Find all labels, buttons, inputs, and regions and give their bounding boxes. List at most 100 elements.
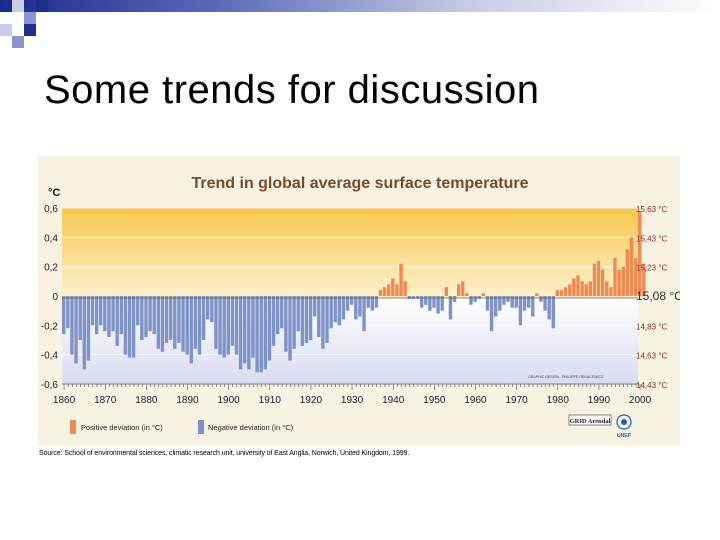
bar-negative (345, 296, 350, 311)
x-tick-label: 1900 (218, 395, 241, 406)
bar-negative (428, 296, 432, 311)
bar-positive (465, 293, 469, 296)
bar-positive (596, 260, 601, 296)
bar-positive (382, 287, 387, 296)
bar-negative (74, 296, 78, 364)
bar-negative (66, 296, 70, 329)
bar-negative (152, 296, 156, 335)
bar-positive (642, 263, 646, 296)
bar-negative (296, 296, 300, 332)
y-right-tick-label: 14,43 °C (636, 381, 667, 390)
bar-negative (193, 296, 198, 349)
source-note: Source: School of environmental sciences… (39, 450, 410, 457)
bar-negative (284, 296, 288, 352)
x-tick-label: 1920 (300, 395, 323, 406)
y-right-tick-label: 15,63 °C (636, 205, 667, 214)
y-tick-label: 0,6 (44, 204, 58, 215)
bar-negative (94, 296, 99, 335)
bar-negative (103, 296, 107, 332)
slide-corner-decoration (0, 0, 60, 50)
bar-negative (148, 296, 152, 332)
bar-negative (78, 296, 82, 340)
bar-negative (280, 296, 284, 329)
bar-negative (144, 296, 148, 338)
bar-positive (617, 269, 621, 296)
x-tick-label: 1860 (53, 395, 76, 406)
bar-negative (531, 296, 535, 317)
bar-positive (559, 290, 564, 296)
bar-positive (461, 281, 465, 296)
bar-negative (136, 296, 140, 326)
y-axis-unit-label: °C (48, 187, 60, 199)
bar-negative (539, 296, 543, 302)
bar-negative (131, 296, 136, 358)
bar-negative (160, 296, 165, 352)
bar-positive (387, 284, 391, 296)
chart-title: Trend in global average surface temperat… (191, 175, 528, 192)
bar-negative (82, 296, 86, 370)
bar-negative (164, 296, 169, 343)
bar-negative (411, 296, 416, 299)
bar-negative (218, 296, 222, 355)
credit-label: GRAPHIC DESIGN : PHILIPPE REKACEWICZ (528, 375, 604, 379)
deco-square (24, 24, 36, 36)
bar-negative (267, 296, 272, 361)
bar-negative (506, 296, 510, 302)
x-tick-label: 1960 (464, 395, 487, 406)
x-tick-label: 1910 (259, 395, 282, 406)
bar-negative (263, 296, 268, 370)
bar-negative (415, 296, 420, 299)
legend-positive-label: Positive deviation (in °C) (81, 423, 163, 432)
bar-negative (127, 296, 132, 358)
bar-positive (391, 278, 395, 296)
bar-negative (247, 296, 251, 370)
bar-negative (210, 296, 214, 323)
deco-square (12, 36, 24, 48)
x-tick-label: 1940 (382, 395, 405, 406)
bar-positive (563, 287, 568, 296)
bar-negative (518, 296, 523, 326)
slide-title: Some trends for discussion (44, 68, 540, 112)
bar-negative (362, 296, 366, 332)
y-tick-label: 0,4 (44, 233, 58, 244)
bar-negative (234, 296, 239, 355)
temperature-chart-svg: 0,6 15,63 °C 0,4 15,43 °C 0,2 15,23 °C 0 15,08 … (41, 175, 680, 439)
bar-negative (300, 296, 305, 346)
x-tick-label: 1880 (135, 395, 158, 406)
bar-negative (469, 296, 473, 305)
bar-negative (498, 296, 502, 311)
bar-positive (568, 284, 572, 296)
bar-negative (477, 296, 481, 299)
bar-negative (201, 296, 206, 340)
bar-negative (407, 296, 412, 299)
x-tick-label: 1930 (341, 395, 364, 406)
y-tick-label: -0,6 (41, 380, 59, 391)
y-right-tick-label: 15,43 °C (636, 234, 667, 243)
bar-negative (522, 296, 527, 311)
temperature-chart: 0,6 15,63 °C 0,4 15,43 °C 0,2 15,23 °C 0 15,08 … (38, 156, 680, 446)
bar-negative (238, 296, 243, 370)
y-right-tick-label: 14,83 °C (636, 322, 667, 331)
bar-negative (436, 296, 440, 314)
bar-negative (452, 296, 457, 302)
bar-negative (321, 296, 325, 349)
bar-negative (259, 296, 263, 373)
deco-square (0, 24, 12, 36)
bar-negative (70, 296, 74, 355)
bar-negative (226, 296, 230, 355)
bar-negative (156, 296, 161, 349)
bar-positive (580, 281, 584, 296)
x-tick-label: 1870 (94, 395, 117, 406)
bar-negative (123, 296, 128, 355)
deco-square (24, 12, 36, 24)
bar-positive (633, 257, 638, 296)
y-tick-label: 0,2 (44, 263, 58, 274)
bar-positive (638, 210, 642, 296)
bar-negative (514, 296, 518, 308)
bar-positive (555, 290, 560, 296)
bar-negative (325, 296, 329, 343)
bar-positive (576, 275, 580, 296)
bar-negative (448, 296, 453, 320)
bar-positive (588, 281, 593, 296)
bar-negative (251, 296, 255, 358)
